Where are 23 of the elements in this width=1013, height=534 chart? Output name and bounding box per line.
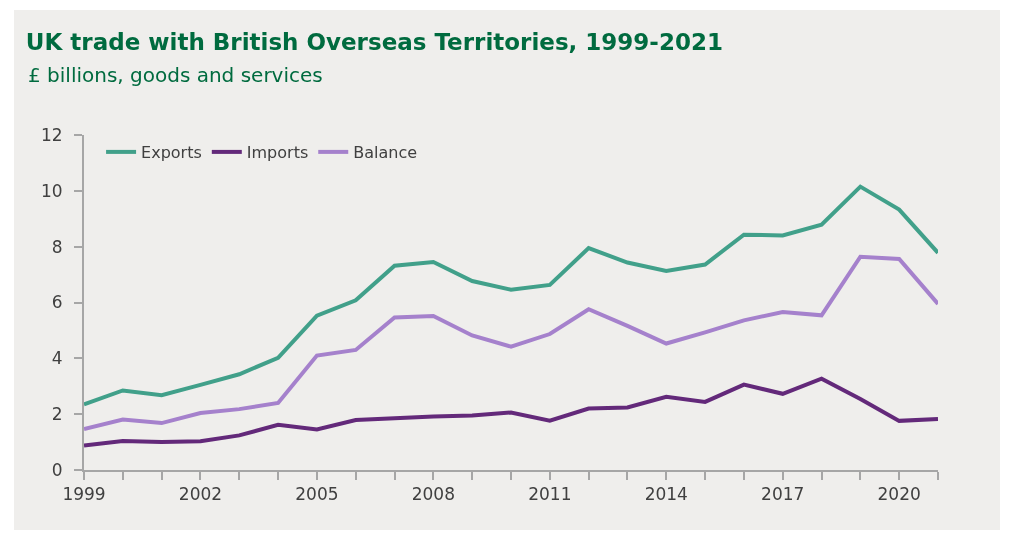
legend-label: Balance	[353, 143, 418, 163]
line-series	[84, 376, 938, 448]
x-tick-label: 2002	[178, 484, 223, 505]
x-tick-label: 1999	[62, 484, 106, 505]
x-tick-label: 2011	[528, 484, 572, 505]
x-tick-label: 2014	[644, 484, 688, 505]
y-tick-label: 8	[51, 236, 63, 257]
x-tick-label: 2020	[877, 484, 921, 505]
legend-label: Imports	[246, 143, 309, 163]
y-tick-label: 2	[51, 404, 63, 425]
x-tick-label: 2005	[295, 484, 339, 505]
y-tick-label: 4	[51, 348, 63, 369]
y-tick-label: 6	[51, 292, 63, 313]
y-tick-label: 12	[40, 124, 63, 145]
y-tick-label: 0	[51, 459, 63, 480]
chart-subtitle: £ billions, goods and services	[28, 63, 323, 87]
line-series	[84, 254, 938, 431]
legend-label: Exports	[141, 143, 202, 163]
line-series	[84, 184, 938, 407]
x-tick-label: 2008	[411, 484, 455, 505]
chart-title: UK trade with British Overseas Territories, 1999-2021	[25, 28, 723, 55]
y-tick-label: 10	[40, 180, 63, 201]
x-tick-label: 2017	[761, 484, 805, 505]
